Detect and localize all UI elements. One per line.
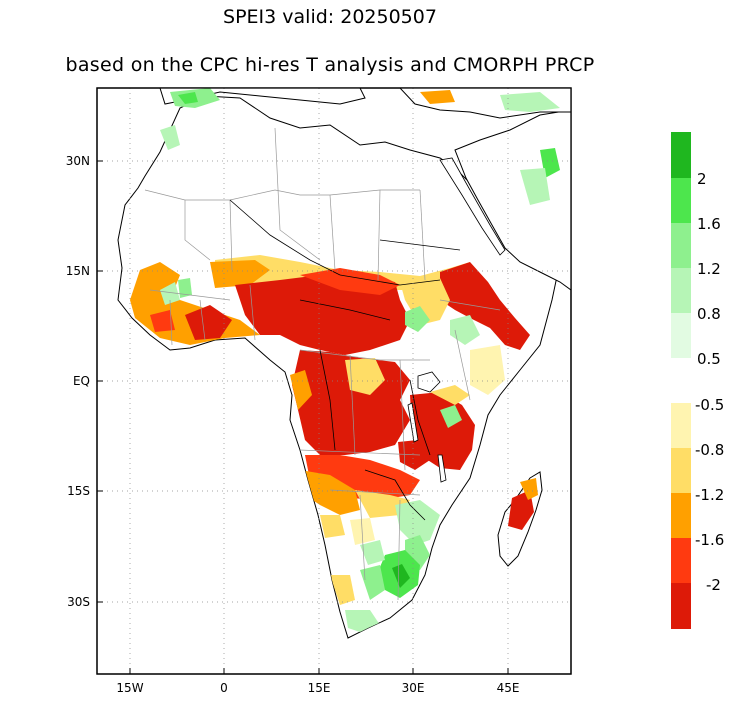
colorbar-wet-label: 0.5 [697, 350, 721, 368]
lon-label-30e: 30E [402, 681, 425, 695]
lake-malawi [437, 454, 447, 483]
middle-east-patch [500, 92, 560, 112]
colorbar-wet-swatch [671, 223, 691, 268]
lake-victoria [417, 371, 441, 393]
north-wet-patch [160, 125, 180, 150]
colorbar-dry-swatch [671, 403, 691, 448]
lat-label-30s: 30S [67, 595, 90, 609]
colorbar-dry-swatch [671, 538, 691, 583]
lat-label-15s: 15S [67, 484, 90, 498]
colorbar-wet-label: 2 [697, 170, 707, 188]
map-subtitle: based on the CPC hi-res T analysis and C… [65, 54, 595, 76]
lat-label-15n: 15N [66, 264, 90, 278]
colorbar-dry-label: -1.2 [695, 486, 724, 504]
colorbar-dry: -0.5 -0.8 -1.2 -1.6 -2 [671, 396, 724, 629]
axis-ticks [97, 160, 509, 674]
colorbar-dry-label: -1.6 [695, 531, 724, 549]
middle-east-patch [420, 90, 455, 104]
north-wet-patch [178, 92, 198, 104]
lat-label-eq: EQ [73, 374, 90, 388]
lat-label-30n: 30N [66, 154, 90, 168]
spei-shading [130, 255, 530, 632]
lon-label-15w: 15W [116, 681, 143, 695]
lake-tanganyika [407, 402, 419, 443]
colorbar-dry-swatch [671, 583, 691, 629]
colorbar-dry-label: -2 [706, 576, 721, 594]
colorbar-wet-label: 1.2 [697, 260, 721, 278]
colorbar-dry-swatch [671, 493, 691, 538]
colorbar-dry-label: -0.8 [695, 441, 724, 459]
colorbar-wet-swatch [671, 178, 691, 223]
graticule [97, 88, 571, 674]
lon-label-45e: 45E [497, 681, 520, 695]
lon-label-15e: 15E [308, 681, 331, 695]
colorbar-wet-swatch [671, 132, 691, 178]
colorbar-dry-swatch [671, 448, 691, 493]
colorbar-wet-swatch [671, 268, 691, 313]
lon-label-0: 0 [220, 681, 228, 695]
country-borders [144, 127, 501, 601]
middle-east-patch [520, 168, 550, 205]
colorbar-wet-label: 1.6 [697, 215, 721, 233]
map-title: SPEI3 valid: 20250507 [223, 6, 437, 28]
red-sea [439, 157, 506, 256]
colorbar-wet: 2 1.6 1.2 0.8 0.5 [671, 132, 721, 368]
colorbar-wet-swatch [671, 313, 691, 358]
madagascar-shading [508, 478, 538, 530]
major-borders [229, 199, 461, 521]
colorbar-wet-label: 0.8 [697, 305, 721, 323]
colorbar-dry-label: -0.5 [695, 396, 724, 414]
